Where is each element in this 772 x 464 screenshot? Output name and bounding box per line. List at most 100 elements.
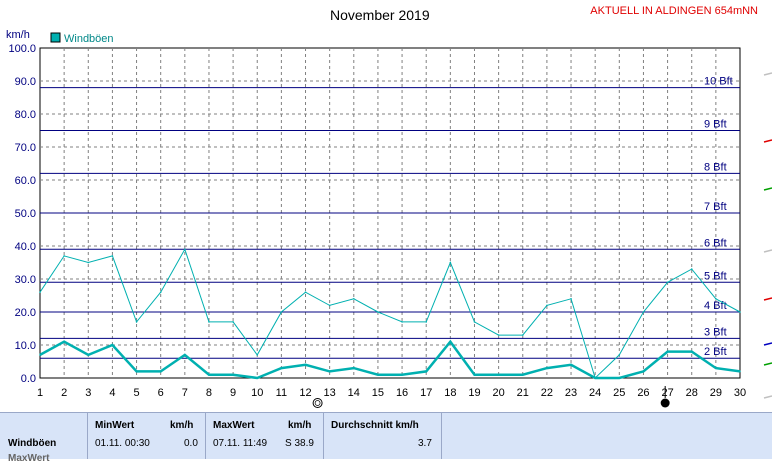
series-point: [328, 304, 331, 307]
series-point: [328, 370, 331, 373]
beaufort-label: 3 Bft: [704, 326, 727, 338]
series-point: [690, 350, 693, 353]
x-tick-label: 24: [589, 387, 601, 399]
series-point: [618, 354, 621, 356]
side-indicator: [763, 362, 772, 366]
footer-divider: [87, 413, 88, 459]
x-tick-label: 13: [324, 387, 336, 399]
series-point: [135, 321, 138, 323]
x-tick-label: 7: [182, 387, 188, 399]
side-indicator: [763, 72, 772, 76]
series-point: [208, 321, 210, 323]
series-point: [401, 321, 403, 323]
series-point: [739, 370, 741, 373]
x-tick-label: 27: [661, 387, 673, 399]
series-point: [280, 311, 283, 313]
x-tick-label: 3: [85, 387, 91, 399]
x-tick-label: 1: [37, 387, 43, 399]
series-point: [111, 344, 114, 346]
y-tick-label: 20.0: [15, 307, 36, 319]
series-point: [546, 304, 548, 307]
series-point: [377, 373, 379, 376]
x-tick-label: 14: [348, 387, 360, 399]
series-point: [87, 261, 90, 264]
wind-chart: 2 Bft 3 Bft 4 Bft 5 Bft 6 Bft 7 Bft 8 Bft 9 Bft…: [6, 29, 772, 408]
x-tick-label: 29: [710, 387, 722, 399]
series-point: [521, 334, 524, 336]
row-label-2: MaxWert: [8, 453, 50, 464]
series-point: [739, 311, 741, 313]
series-point: [377, 311, 379, 313]
side-indicator: [763, 342, 772, 346]
min-header: MinWert: [95, 420, 135, 431]
x-tick-label: 28: [686, 387, 698, 399]
footer-divider: [205, 413, 206, 459]
series-point: [63, 255, 65, 257]
side-indicator: [763, 249, 772, 253]
x-tick-label: 17: [420, 387, 432, 399]
chart-title: November 2019: [330, 7, 430, 23]
series-point: [497, 373, 500, 376]
row-label: Windböen: [8, 438, 57, 449]
side-indicator: [763, 297, 772, 301]
series-point: [208, 373, 210, 376]
series-point: [570, 298, 572, 300]
avg-value: 3.7: [418, 438, 432, 449]
beaufort-label: 9 Bft: [704, 119, 727, 131]
x-tick-label: 23: [565, 387, 577, 399]
max-time: 07.11. 11:49: [213, 438, 268, 449]
footer-divider: [441, 413, 442, 459]
series-point: [449, 261, 452, 264]
max-header: MaxWert: [213, 420, 255, 431]
x-tick-label: 25: [613, 387, 625, 399]
series-point: [618, 377, 621, 379]
side-indicator: [763, 395, 772, 399]
series-point: [135, 370, 138, 373]
y-tick-label: 80.0: [15, 109, 36, 121]
x-tick-label: 15: [372, 387, 384, 399]
new-moon-icon: [660, 398, 670, 408]
series-point: [521, 373, 524, 376]
stats-footer: MinWert km/h MaxWert km/h Durchschnitt k…: [0, 412, 772, 464]
series-point: [497, 334, 500, 336]
y-tick-label: 90.0: [15, 76, 36, 88]
x-tick-label: 11: [276, 387, 287, 399]
x-tick-label: 4: [109, 387, 115, 399]
y-axis-label: km/h: [6, 29, 30, 41]
series-line-windboeen: [39, 248, 741, 379]
series-point: [87, 354, 90, 356]
x-tick-label: 2: [61, 387, 67, 399]
min-unit: km/h: [170, 420, 194, 431]
side-indicator: [763, 139, 772, 143]
series-point: [642, 370, 645, 373]
x-tick-label: 8: [206, 387, 212, 399]
series-point: [184, 354, 186, 356]
side-indicator: [763, 187, 772, 191]
y-tick-label: 0.0: [21, 373, 36, 385]
avg-header: Durchschnitt km/h: [331, 420, 419, 431]
y-tick-label: 60.0: [15, 175, 36, 187]
max-value: S 38.9: [285, 438, 314, 449]
legend-swatch: [50, 32, 61, 43]
series-point: [304, 364, 307, 366]
y-tick-label: 100.0: [8, 43, 36, 55]
beaufort-label: 10 Bft: [704, 76, 733, 88]
y-tick-label: 50.0: [15, 208, 36, 220]
beaufort-label: 2 Bft: [704, 346, 727, 358]
beaufort-label: 6 Bft: [704, 237, 727, 249]
full-moon-icon: [312, 398, 323, 408]
series-point: [111, 255, 114, 257]
series-point: [159, 291, 162, 294]
x-tick-label: 21: [517, 387, 529, 399]
series-point: [39, 354, 41, 356]
x-tick-label: 22: [541, 387, 553, 399]
max-unit: km/h: [288, 420, 312, 431]
series-point: [642, 311, 645, 313]
y-tick-label: 40.0: [15, 241, 36, 253]
x-tick-label: 16: [396, 387, 408, 399]
x-tick-label: 19: [468, 387, 480, 399]
min-value: 0.0: [184, 438, 198, 449]
series-point: [280, 367, 283, 369]
series-point: [352, 298, 355, 300]
footer-divider: [323, 413, 324, 459]
